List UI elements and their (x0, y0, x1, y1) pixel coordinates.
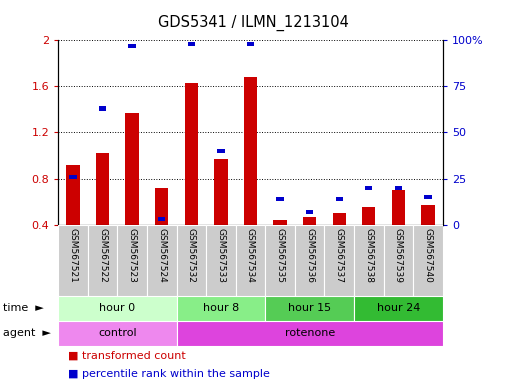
Text: GSM567537: GSM567537 (334, 228, 343, 283)
Text: GSM567522: GSM567522 (98, 228, 107, 283)
Text: hour 0: hour 0 (99, 303, 135, 313)
Bar (294, 225, 324, 296)
Bar (176, 296, 265, 321)
Text: agent  ►: agent ► (3, 328, 50, 338)
Bar (332, 213, 345, 225)
Bar (306, 210, 313, 214)
Bar (335, 197, 342, 201)
Bar (214, 159, 227, 225)
Bar (184, 83, 197, 225)
Bar (58, 321, 176, 346)
Bar (354, 225, 383, 296)
Text: GDS5341 / ILMN_1213104: GDS5341 / ILMN_1213104 (157, 15, 348, 31)
Bar (176, 321, 442, 346)
Bar (276, 197, 283, 201)
Bar (69, 175, 76, 179)
Text: GSM567540: GSM567540 (423, 228, 432, 283)
Bar (421, 205, 434, 225)
Text: ■ percentile rank within the sample: ■ percentile rank within the sample (68, 369, 270, 379)
Text: GSM567535: GSM567535 (275, 228, 284, 283)
Text: hour 24: hour 24 (376, 303, 419, 313)
Bar (176, 225, 206, 296)
Bar (394, 186, 401, 190)
Bar (87, 225, 117, 296)
Bar (362, 207, 375, 225)
Bar (383, 225, 413, 296)
Bar (187, 42, 194, 46)
Bar (413, 225, 442, 296)
Text: ■ transformed count: ■ transformed count (68, 350, 186, 360)
Text: GSM567521: GSM567521 (68, 228, 77, 283)
Text: GSM567538: GSM567538 (364, 228, 373, 283)
Bar (217, 149, 224, 153)
Bar (96, 153, 109, 225)
Text: control: control (98, 328, 136, 338)
Bar (354, 296, 442, 321)
Bar (206, 225, 235, 296)
Text: GSM567524: GSM567524 (157, 228, 166, 283)
Text: hour 15: hour 15 (287, 303, 331, 313)
Bar (391, 190, 404, 225)
Text: GSM567534: GSM567534 (245, 228, 255, 283)
Bar (265, 225, 294, 296)
Text: GSM567536: GSM567536 (305, 228, 314, 283)
Bar (66, 165, 79, 225)
Bar (117, 225, 146, 296)
Bar (273, 220, 286, 225)
Bar (243, 77, 257, 225)
Bar (128, 44, 135, 48)
Bar (246, 42, 254, 46)
Bar (125, 113, 138, 225)
Bar (58, 296, 176, 321)
Bar (146, 225, 176, 296)
Bar (265, 296, 354, 321)
Bar (155, 188, 168, 225)
Bar (58, 225, 87, 296)
Text: time  ►: time ► (3, 303, 43, 313)
Text: hour 8: hour 8 (203, 303, 238, 313)
Bar (302, 217, 316, 225)
Bar (324, 225, 353, 296)
Bar (424, 195, 431, 199)
Text: rotenone: rotenone (284, 328, 334, 338)
Bar (158, 217, 165, 221)
Text: GSM567523: GSM567523 (127, 228, 136, 283)
Bar (235, 225, 265, 296)
Bar (365, 186, 372, 190)
Bar (98, 106, 106, 111)
Text: GSM567539: GSM567539 (393, 228, 402, 283)
Text: GSM567532: GSM567532 (186, 228, 195, 283)
Text: GSM567533: GSM567533 (216, 228, 225, 283)
